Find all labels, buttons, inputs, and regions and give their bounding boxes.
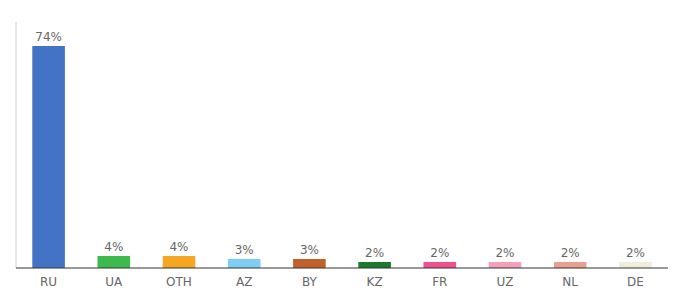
chart-svg: RU UA OTH AZ BY KZ FR UZ NL DE 74% 4% 4% 3% 3% 2% 2% 2% 2%… — [0, 0, 680, 300]
x-tick-label: AZ — [236, 275, 252, 289]
x-tick-label: OTH — [166, 275, 192, 289]
data-label: 74% — [35, 30, 62, 44]
bar — [32, 46, 65, 268]
chart-container: RU UA OTH AZ BY KZ FR UZ NL DE 74% 4% 4% 3% 3% 2% 2% 2% 2%… — [0, 0, 680, 300]
x-tick-label: FR — [432, 275, 447, 289]
data-label: 2% — [430, 246, 449, 260]
x-tick-label: UZ — [497, 275, 514, 289]
x-tick-label: BY — [302, 275, 318, 289]
data-label: 2% — [626, 246, 645, 260]
x-tick-label: RU — [40, 275, 57, 289]
bar — [424, 262, 457, 268]
bars — [32, 46, 651, 268]
data-label: 2% — [365, 246, 384, 260]
bar — [228, 259, 261, 268]
x-tick-label: KZ — [367, 275, 383, 289]
x-tick-label: UA — [105, 275, 123, 289]
x-axis-line — [16, 268, 668, 269]
bar — [554, 262, 587, 268]
data-label: 3% — [235, 243, 254, 257]
x-tick-label: NL — [562, 275, 578, 289]
bar — [293, 259, 326, 268]
data-label: 2% — [561, 246, 580, 260]
data-label: 2% — [495, 246, 514, 260]
data-label: 3% — [300, 243, 319, 257]
x-tick-label: DE — [627, 275, 644, 289]
bar — [489, 262, 522, 268]
data-label: 4% — [104, 240, 123, 254]
bar — [619, 262, 652, 268]
bar — [98, 256, 131, 268]
y-axis-line — [16, 22, 17, 268]
bar — [163, 256, 196, 268]
data-label: 4% — [169, 240, 188, 254]
bar — [358, 262, 391, 268]
